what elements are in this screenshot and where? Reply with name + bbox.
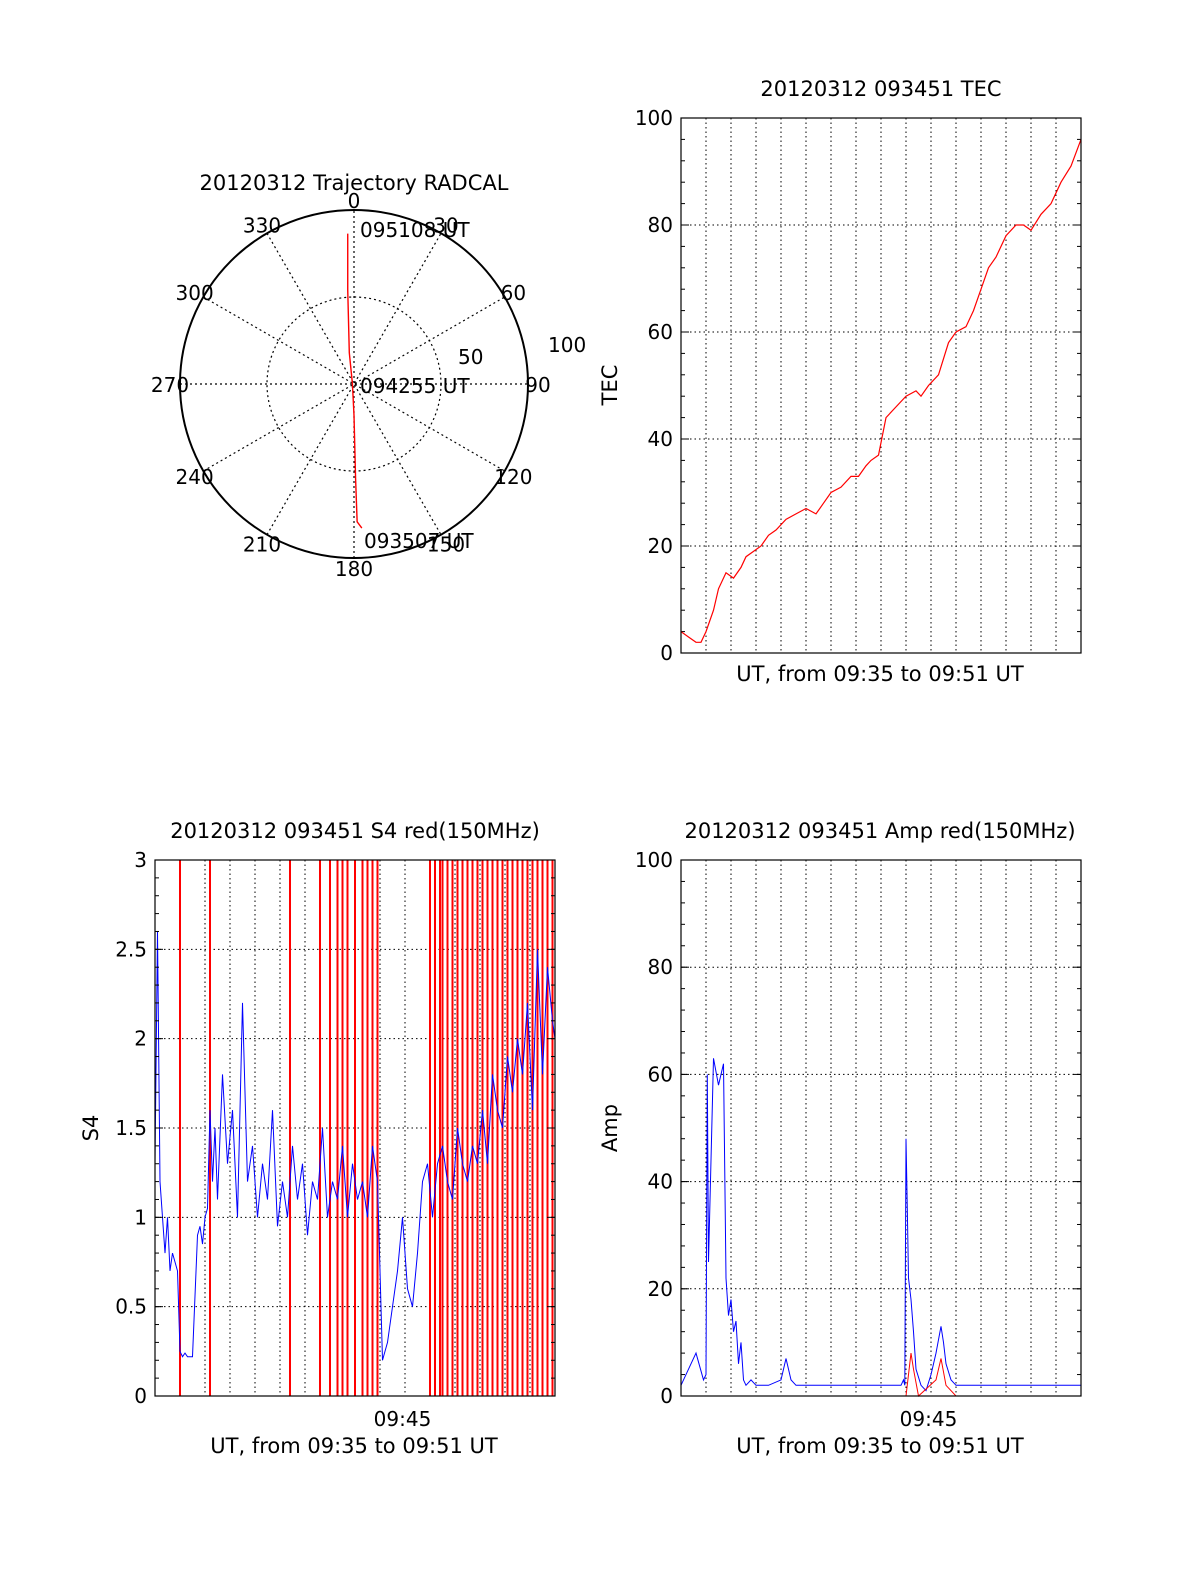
- polar-title: 20120312 Trajectory RADCAL: [200, 171, 509, 195]
- polar-annotation-end: 095108 UT: [360, 218, 470, 242]
- s4-axes-frame: [154, 859, 556, 1397]
- s4-series-line: [154, 931, 556, 1361]
- polar-radial-label-100: 100: [548, 333, 586, 357]
- amp-xtick-label: 09:45: [900, 1407, 958, 1431]
- amp-ytick-label: 80: [648, 955, 673, 979]
- s4-ticks: 0 0.5 1 1.5 2 2.5 3 09:45: [115, 848, 555, 1431]
- amp-title: 20120312 093451 Amp red(150MHz): [684, 819, 1075, 843]
- s4-ylabel: S4: [79, 1115, 103, 1142]
- polar-azimuth-label: 120: [494, 465, 532, 489]
- tec-ytick-label: 0: [660, 641, 673, 665]
- tec-xlabel: UT, from 09:35 to 09:51 UT: [736, 662, 1024, 686]
- tec-title: 20120312 093451 TEC: [760, 77, 1001, 101]
- tec-series-line: [680, 139, 1082, 643]
- amp-xlabel: UT, from 09:35 to 09:51 UT: [736, 1434, 1024, 1458]
- s4-ytick-label: 1: [134, 1205, 147, 1229]
- amp-ytick-label: 20: [648, 1277, 673, 1301]
- amp-ytick-label: 60: [648, 1062, 673, 1086]
- polar-annotation-start: 093507 UT: [364, 529, 474, 553]
- tec-ytick-label: 20: [648, 534, 673, 558]
- tec-ytick-label: 100: [635, 106, 673, 130]
- s4-red-spikes: [179, 860, 554, 1396]
- polar-spokes: [180, 210, 528, 558]
- polar-azimuth-label: 240: [176, 465, 214, 489]
- s4-title: 20120312 093451 S4 red(150MHz): [170, 819, 540, 843]
- s4-ytick-label: 2: [134, 1027, 147, 1051]
- polar-azimuth-label: 0: [348, 189, 361, 213]
- tec-ytick-label: 80: [648, 213, 673, 237]
- tec-panel: 20120312 093451 TEC 0 20 40 60 80 100 TEC UT,…: [598, 77, 1082, 686]
- polar-azimuth-label: 180: [335, 557, 373, 581]
- amp-ytick-label: 0: [660, 1384, 673, 1408]
- s4-ytick-label: 0: [134, 1384, 147, 1408]
- polar-trajectory-line: [347, 233, 363, 529]
- polar-azimuth-label: 330: [243, 214, 281, 238]
- amp-axes-frame: [680, 859, 1082, 1397]
- polar-spoke: [203, 296, 505, 472]
- tec-axes-frame: [680, 117, 1082, 654]
- amp-ytick-label: 40: [648, 1170, 673, 1194]
- amp-ytick-label: 100: [635, 848, 673, 872]
- s4-xlabel: UT, from 09:35 to 09:51 UT: [210, 1434, 498, 1458]
- tec-grid: [681, 118, 1081, 653]
- polar-azimuth-label: 90: [525, 373, 550, 397]
- s4-ytick-label: 0.5: [115, 1295, 147, 1319]
- polar-spoke: [203, 296, 505, 472]
- amp-series-blue-line: [680, 1058, 1081, 1392]
- polar-azimuth-label: 150: [427, 532, 465, 556]
- polar-radial-label-50: 50: [458, 345, 483, 369]
- s4-ytick-label: 1.5: [115, 1116, 147, 1140]
- tec-ytick-label: 60: [648, 320, 673, 344]
- polar-azimuth-label: 270: [151, 373, 189, 397]
- amp-panel: 20120312 093451 Amp red(150MHz) 0 20 40 60 8…: [598, 819, 1082, 1458]
- polar-azimuth-label: 300: [176, 281, 214, 305]
- polar-annotation-mid: 094255 UT: [360, 374, 470, 398]
- amp-ylabel: Amp: [598, 1104, 622, 1152]
- s4-panel: 20120312 093451 S4 red(150MHz) 0 0.5 1 1.5 2…: [79, 819, 556, 1458]
- amp-grid: [681, 860, 1081, 1396]
- polar-azimuth-labels: 0 30 60 90 120 150 180 210 240 270 300 330: [151, 189, 551, 581]
- amp-ticks: 0 20 40 60 80 100 09:45: [635, 848, 1081, 1431]
- s4-ytick-label: 3: [134, 848, 147, 872]
- polar-azimuth-label: 30: [433, 214, 458, 238]
- polar-azimuth-label: 210: [243, 532, 281, 556]
- tec-ylabel: TEC: [598, 365, 622, 407]
- polar-spoke: [266, 233, 442, 535]
- polar-azimuth-label: 60: [501, 281, 526, 305]
- tec-ytick-label: 40: [648, 427, 673, 451]
- polar-panel: 20120312 Trajectory RADCAL 0 30 60 90 120 150…: [151, 171, 586, 581]
- s4-xtick-label: 09:45: [374, 1407, 432, 1431]
- tec-ticks: 0 20 40 60 80 100: [635, 106, 1081, 665]
- s4-ytick-label: 2.5: [115, 937, 147, 961]
- polar-spoke: [266, 233, 442, 535]
